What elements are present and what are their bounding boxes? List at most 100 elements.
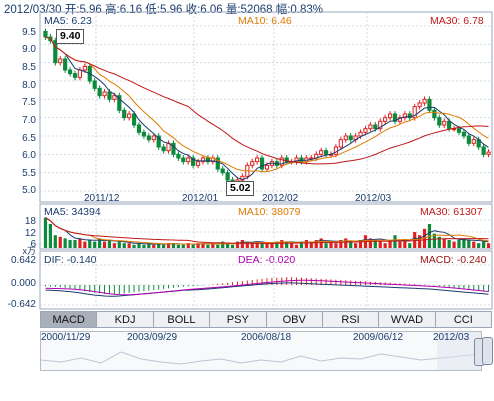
volume-bar [462,238,466,248]
volume-bar [102,241,107,248]
candle-body [131,113,137,126]
price-y-tick: 6.0 [22,150,36,161]
candle-body [171,142,176,155]
candle-body [58,58,63,64]
navigator-right-handle[interactable] [482,337,493,365]
candle-body [107,91,112,100]
price-y-tick: 5.0 [22,185,36,196]
tab-boll[interactable]: BOLL [153,311,211,328]
candle-body [368,124,373,130]
candle-body [215,157,220,170]
volume-bar [482,241,486,248]
candle-body [195,161,201,166]
candle-body [412,106,417,119]
candle-body [432,109,437,119]
volume-bar [63,238,67,248]
volume-bar [275,241,279,248]
volume-bar [181,244,185,248]
volume-bar [442,238,446,248]
tab-cci[interactable]: CCI [435,311,492,328]
low-price-callout: 5.02 [226,181,255,196]
volume-bar [132,244,136,248]
quote-header: 2012/03/30 开:5.96 高:6.16 低:5.96 收:6.06 量… [4,4,324,16]
candle-body [117,95,122,111]
candle-body [486,151,491,155]
candle-body [240,175,245,181]
volume-bar [171,243,176,248]
volume-bar [398,241,402,248]
candle-body [82,65,87,71]
candle-body [146,135,151,141]
price-y-tick: 9.5 [22,27,36,38]
volume-bar [368,238,372,248]
candle-body [363,128,368,133]
candle-body [161,146,166,152]
volume-bar [437,236,441,248]
volume-bar [78,238,82,248]
ma30-line [45,36,489,165]
volume-bar [117,241,121,248]
candle-body [97,87,102,97]
volume-bar [157,243,161,248]
candle-body [338,139,343,148]
volume-bar [349,241,353,248]
volume-bar [418,235,422,248]
volume-bar [334,243,338,248]
candle-body [191,157,196,166]
volume-bar [43,217,48,248]
high-price-callout: 9.40 [56,29,85,44]
tab-psy[interactable]: PSY [210,311,267,328]
navigator-date-label: 2006/08/18 [241,332,292,343]
volume-bar [107,240,112,248]
volume-bar [68,240,72,248]
candle-body [348,135,353,141]
volume-bar [329,241,333,248]
volume-bar [432,233,436,248]
volume-bar [388,240,392,248]
volume-bar [122,243,126,248]
candle-body [264,164,270,170]
volume-bar [206,244,210,248]
navigator-date-label: 2003/09/29 [127,332,178,343]
candle-body [77,69,83,78]
ma10-price-label: MA10: 6.46 [238,15,292,27]
volume-bar [186,243,190,248]
navigator-sparkline [41,332,481,370]
tab-macd[interactable]: MACD [40,311,98,328]
volume-bar [457,240,461,248]
volume-y-tick: 6 [30,239,36,250]
tab-rsi[interactable]: RSI [322,311,380,328]
volume-y-tick: 18 [24,216,36,227]
candle-body [102,91,107,97]
volume-bar [319,238,323,248]
candle-body [127,113,132,119]
candle-body [427,98,432,111]
tab-kdj[interactable]: KDJ [97,311,154,328]
navigator-date-label: 2000/11/29 [41,332,91,343]
tab-wvad[interactable]: WVAD [379,311,436,328]
volume-bar [137,243,141,248]
time-navigator[interactable]: 2000/11/29 2003/09/29 2006/08/18 2009/06… [40,331,485,371]
volume-bar [53,235,57,248]
price-y-tick: 5.5 [22,168,36,179]
candle-body [220,168,225,174]
price-panel-frame [39,11,493,203]
volume-bar [260,243,264,248]
volume-bar [486,243,491,248]
volume-bar [142,244,146,248]
ma5-line [45,36,489,180]
candle-body [43,31,48,38]
volume-bar [383,243,387,248]
dif-label: DIF: -0.140 [44,254,97,266]
candle-body [250,161,255,166]
volume-bar [294,244,299,248]
candle-body [481,146,486,155]
volume-bar [98,238,102,248]
candle-body [181,157,186,163]
tab-obv[interactable]: OBV [266,311,323,328]
volume-bar [88,240,92,248]
candle-body [461,131,467,137]
price-y-tick: 8.0 [22,80,36,91]
volume-bar [339,240,343,248]
